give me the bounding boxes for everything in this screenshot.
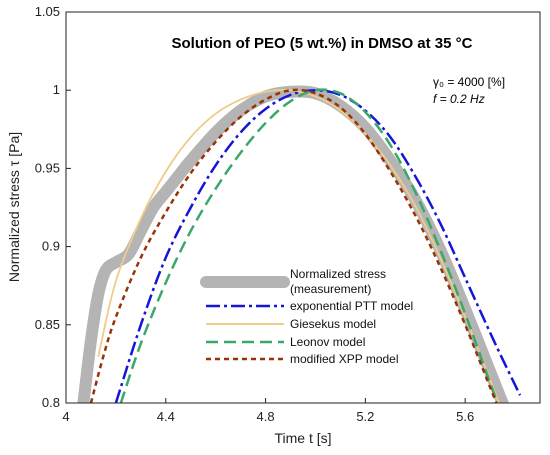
- series-line-4: [89, 88, 498, 403]
- series-line-1: [114, 88, 522, 403]
- series-line-2: [97, 88, 500, 403]
- y-tick-label: 1: [53, 82, 60, 97]
- legend-label-giesekus: Giesekus model: [290, 317, 376, 331]
- series-layer: [77, 85, 522, 403]
- x-axis-ticks: 4 4.4 4.8 5.2 5.6: [62, 398, 474, 424]
- x-tick-label: 5.2: [356, 409, 374, 424]
- annotation-amplitude: γ₀ = 4000 [%]: [433, 75, 505, 89]
- chart-title: Solution of PEO (5 wt.%) in DMSO at 35 °…: [171, 35, 472, 52]
- x-tick-label: 4.4: [157, 409, 175, 424]
- legend-label-measurement-line1: Normalized stress: [290, 267, 386, 281]
- plot-frame: [65, 11, 541, 404]
- x-tick-label: 4: [62, 409, 69, 424]
- annotation-frequency: f = 0.2 Hz: [433, 92, 485, 106]
- legend-label-leonov: Leonov model: [290, 335, 365, 349]
- y-axis-ticks: 0.8 0.85 0.9 0.95 1 1.05: [35, 4, 71, 410]
- y-tick-label: 0.85: [35, 317, 60, 332]
- y-tick-label: 0.9: [42, 239, 60, 254]
- x-tick-label: 4.8: [257, 409, 275, 424]
- legend: Normalized stress (measurement) exponent…: [200, 267, 413, 366]
- series-line-3: [119, 88, 499, 403]
- x-tick-label: 5.6: [456, 409, 474, 424]
- y-tick-label: 0.8: [42, 395, 60, 410]
- legend-label-measurement-line2: (measurement): [290, 282, 371, 296]
- legend-label-ptt: exponential PTT model: [290, 299, 413, 313]
- y-axis-label: Normalized stress τ [Pa]: [6, 132, 22, 282]
- y-tick-label: 1.05: [35, 4, 60, 19]
- legend-label-xpp: modified XPP model: [290, 352, 399, 366]
- x-axis-label: Time t [s]: [274, 430, 331, 446]
- y-tick-label: 0.95: [35, 160, 60, 175]
